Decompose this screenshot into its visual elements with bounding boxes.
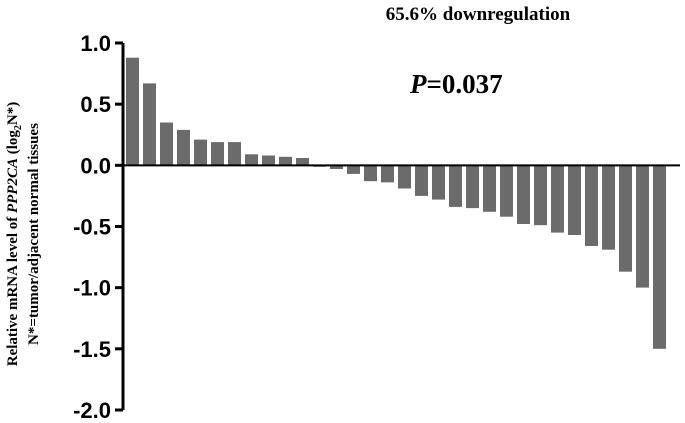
bar: [483, 165, 496, 212]
bar: [177, 129, 190, 166]
bar: [347, 165, 360, 174]
bar: [517, 165, 530, 224]
y-tick-label: 0.0: [80, 153, 111, 178]
bar: [551, 165, 564, 233]
bar: [262, 155, 275, 166]
bar: [619, 165, 632, 272]
bar: [449, 165, 462, 207]
bar: [653, 165, 666, 349]
bar: [636, 165, 649, 288]
bar: [211, 142, 224, 166]
y-tick-label: -1.5: [73, 337, 111, 362]
ylabel-gene: PPP2CA: [5, 158, 21, 213]
p-symbol: P: [409, 69, 427, 99]
bar: [415, 165, 428, 196]
y-tick-label: 1.0: [80, 31, 111, 56]
y-tick-label: -1.0: [73, 276, 111, 301]
bar: [245, 154, 258, 166]
bar: [143, 83, 156, 166]
annotation-downregulation: 65.6% downregulation: [386, 4, 571, 25]
y-axis-label-line1: Relative mRNA level of PPP2CA (log2N*): [5, 102, 24, 367]
y-axis-label-line2: N*=tumor/adjacent normal tissues: [26, 123, 42, 345]
p-number: =0.037: [427, 69, 503, 99]
y-tick-label: -0.5: [73, 215, 111, 240]
bar: [534, 165, 547, 226]
bar: [602, 165, 615, 250]
bar: [432, 165, 445, 200]
bar: [126, 57, 139, 166]
bar: [194, 139, 207, 166]
bars-group: [126, 57, 666, 349]
bar: [568, 165, 581, 235]
y-axis: 1.0 0.5 0.0 -0.5 -1.0 -1.5 -2.0: [73, 31, 125, 423]
ylabel-suffix: N*): [5, 102, 21, 125]
y-tick-label: 0.5: [80, 92, 111, 117]
ylabel-log: (log: [5, 130, 21, 158]
bar: [398, 165, 411, 189]
bar: [381, 165, 394, 183]
bar: [296, 158, 309, 166]
bar: [466, 165, 479, 209]
bar: [364, 165, 377, 182]
annotation-p-value: P=0.037: [409, 69, 503, 99]
bar: [330, 165, 343, 169]
y-tick-label: -2.0: [73, 398, 111, 423]
bar: [500, 165, 513, 217]
ylabel-prefix: Relative mRNA level of: [5, 213, 21, 366]
bar: [279, 156, 292, 166]
ylabel-sub: 2: [13, 125, 24, 130]
bar: [585, 165, 598, 246]
bar: [160, 122, 173, 166]
bar: [228, 142, 241, 166]
